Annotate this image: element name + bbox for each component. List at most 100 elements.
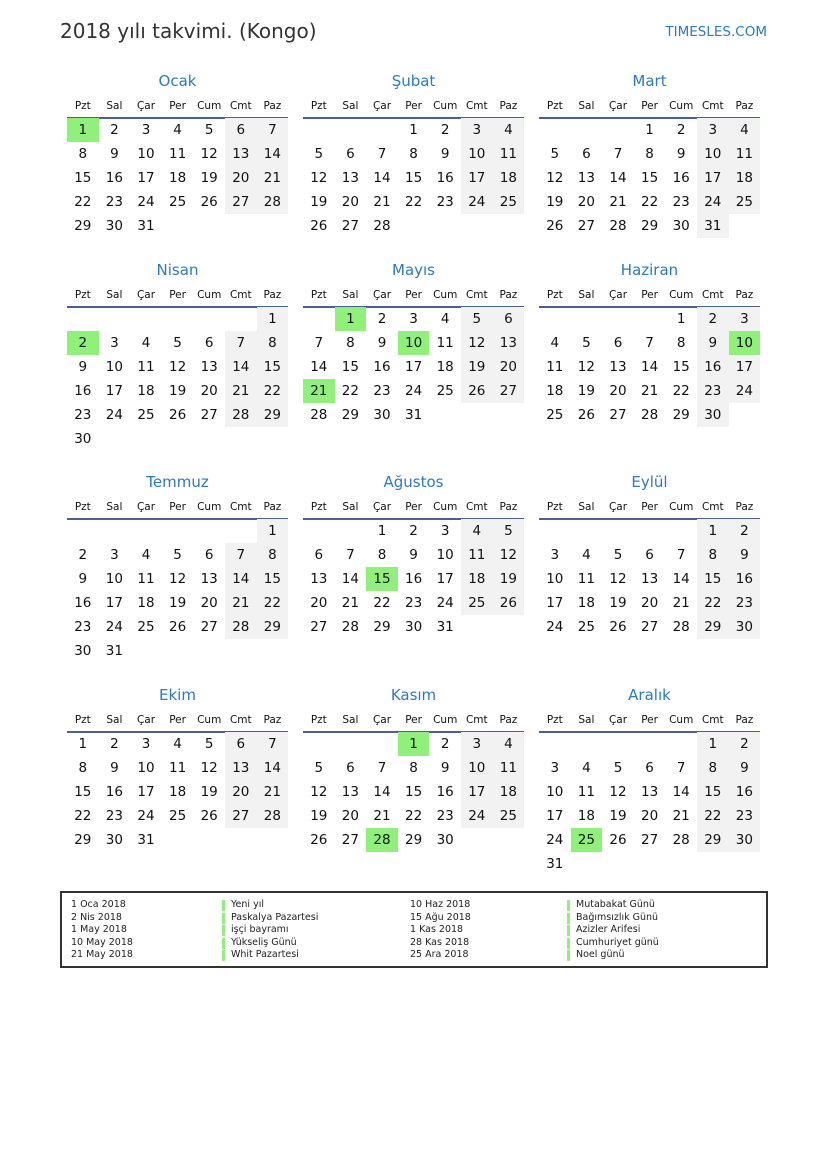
day-cell: 27 — [641, 832, 659, 848]
day-cell: 2 — [377, 311, 387, 327]
header-rule — [539, 117, 760, 119]
day-cell: 18 — [137, 595, 155, 611]
day-cell: 8 — [409, 760, 418, 776]
day-cell: 11 — [577, 571, 595, 587]
day-cell: 10 — [137, 760, 155, 776]
day-cell: 9 — [697, 331, 729, 355]
day-cell: 16 — [105, 784, 123, 800]
day-cell: 3 — [550, 547, 560, 563]
weekday-header: Çar — [608, 714, 628, 726]
day-cell: 12 — [169, 571, 187, 587]
day-cell: 3 — [728, 307, 761, 331]
day-cell: 20 — [200, 383, 218, 399]
day-cell: 8 — [645, 146, 654, 162]
weekday-header: Per — [641, 289, 658, 301]
day-cell: 24 — [105, 407, 123, 423]
weekday-header: Paz — [263, 100, 282, 112]
day-cell: 6 — [613, 335, 623, 351]
day-cell: 18 — [492, 780, 525, 804]
day-cell: 7 — [256, 118, 289, 142]
day-cell: 5 — [314, 760, 324, 776]
holiday-color-marker — [222, 900, 225, 911]
holiday-color-marker — [567, 937, 570, 949]
day-cell: 7 — [314, 335, 324, 351]
weekday-header: Per — [405, 714, 422, 726]
weekday-header: Pzt — [74, 100, 91, 112]
day-cell: 23 — [672, 194, 690, 210]
day-cell: 30 — [405, 619, 423, 635]
day-cell: 8 — [256, 331, 289, 355]
day-cell: 17 — [105, 595, 123, 611]
day-cell: 20 — [225, 780, 257, 804]
day-cell: 9 — [78, 359, 88, 375]
day-cell: 3 — [110, 335, 119, 351]
legend-holiday-name: Azizler Arifesi — [576, 924, 641, 935]
day-cell: 23 — [728, 591, 761, 615]
day-cell: 5 — [461, 307, 493, 331]
weekday-header: Sal — [342, 100, 359, 112]
day-cell: 17 — [697, 166, 729, 190]
weekday-header: Cum — [433, 714, 458, 726]
day-cell: 10 — [546, 571, 564, 587]
day-cell: 26 — [609, 832, 627, 848]
day-cell: 7 — [377, 760, 387, 776]
day-cell: 23 — [436, 808, 454, 824]
day-cell: 19 — [200, 784, 218, 800]
day-cell: 17 — [405, 359, 423, 375]
day-cell: 5 — [314, 146, 324, 162]
header-rule — [67, 731, 288, 733]
day-cell: 30 — [697, 403, 729, 427]
day-cell: 12 — [200, 760, 218, 776]
day-cell: 7 — [346, 547, 355, 563]
day-cell: 2 — [78, 547, 88, 563]
day-cell: 25 — [169, 194, 187, 210]
header-rule — [67, 306, 288, 308]
day-cell: 13 — [341, 784, 359, 800]
day-cell: 29 — [74, 832, 92, 848]
day-cell: 4 — [173, 736, 182, 752]
day-cell: 10 — [461, 142, 493, 166]
weekday-header: Sal — [578, 501, 595, 513]
day-cell: 22 — [373, 595, 391, 611]
day-cell: 11 — [577, 784, 595, 800]
weekday-header: Per — [405, 100, 422, 112]
weekday-header: Cum — [433, 289, 458, 301]
day-cell: 20 — [310, 595, 328, 611]
day-cell: 22 — [641, 194, 659, 210]
day-cell: 28 — [373, 218, 391, 234]
day-cell: 27 — [577, 218, 595, 234]
weekday-header: Sal — [106, 289, 123, 301]
day-cell: 14 — [310, 359, 328, 375]
holiday-color-marker — [222, 925, 225, 936]
day-cell: 26 — [310, 832, 328, 848]
day-cell: 15 — [74, 784, 92, 800]
day-cell: 29 — [341, 407, 359, 423]
day-cell: 23 — [105, 194, 123, 210]
weekday-header: Pzt — [310, 289, 327, 301]
day-cell: 18 — [577, 595, 595, 611]
day-cell: 21 — [256, 166, 289, 190]
weekday-header: Per — [641, 100, 658, 112]
weekday-header: Sal — [342, 501, 359, 513]
day-cell: 2 — [409, 523, 418, 539]
day-cell: 4 — [582, 547, 591, 563]
day-cell: 31 — [405, 407, 423, 423]
day-cell: 26 — [609, 619, 627, 635]
day-cell: 25 — [137, 407, 155, 423]
day-cell: 28 — [256, 190, 289, 214]
day-cell: 24 — [461, 190, 493, 214]
day-cell: 9 — [409, 547, 418, 563]
day-cell: 15 — [341, 359, 359, 375]
day-cell: 22 — [672, 383, 690, 399]
weekday-header: Cmt — [229, 100, 252, 112]
day-cell: 23 — [74, 407, 92, 423]
day-cell: 13 — [577, 170, 595, 186]
day-cell: 8 — [377, 547, 387, 563]
day-cell: 28 — [225, 403, 257, 427]
legend-holiday-name: Bağımsızlık Günü — [576, 911, 659, 923]
day-cell: 14 — [373, 784, 391, 800]
day-cell: 9 — [440, 146, 450, 162]
day-cell: 28 — [672, 619, 690, 635]
day-cell: 8 — [346, 335, 355, 351]
brand-link[interactable]: TIMESLES.COM — [665, 24, 767, 40]
